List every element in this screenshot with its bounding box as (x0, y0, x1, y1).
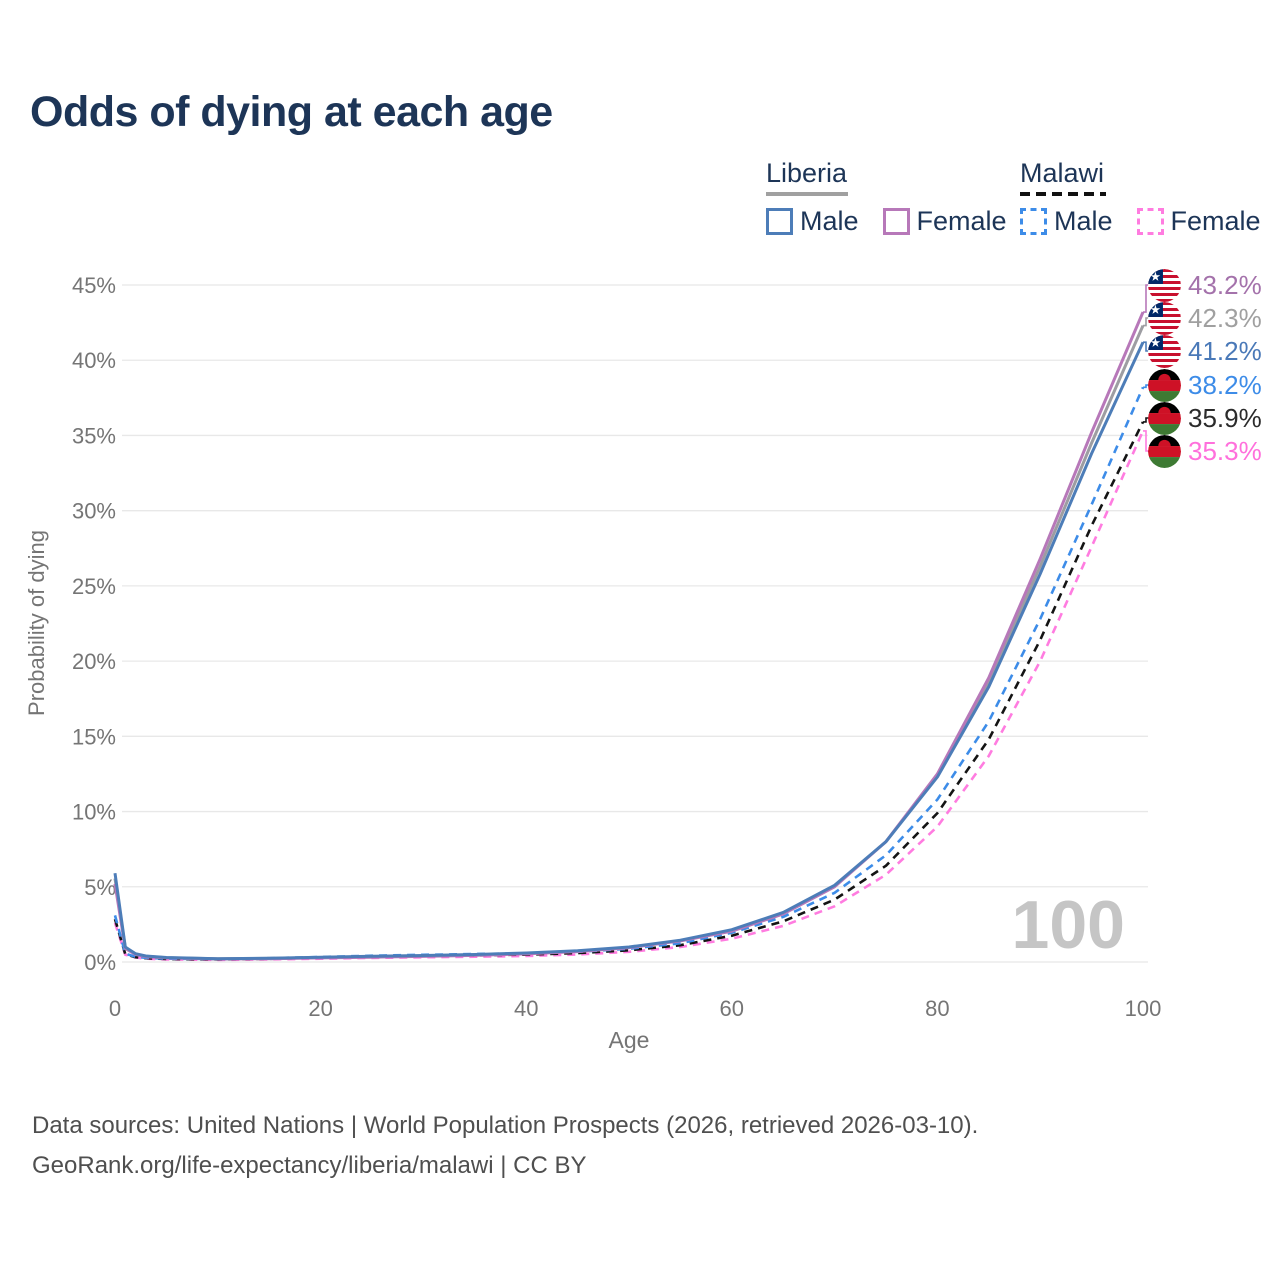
liberia-flag-icon (1148, 334, 1181, 368)
malawi-flag-icon (1148, 368, 1181, 402)
end-label-malawi-female: 35.3% (1148, 434, 1262, 468)
series-line-liberia-female (113, 311, 1145, 961)
malawi-flag-icon (1148, 434, 1181, 468)
malawi-flag-icon (1148, 401, 1181, 435)
liberia-female-swatch-icon (882, 208, 910, 235)
malawi-line-style-sample (1020, 192, 1106, 196)
liberia-flag-icon (1148, 268, 1181, 302)
end-label-malawi-male: 38.2% (1148, 368, 1262, 402)
legend-country-liberia: Liberia (766, 158, 848, 188)
y-axis-title: Probability of dying (24, 530, 49, 716)
series-line-malawi-both (113, 421, 1145, 961)
legend-group-malawi: Malawi Male Female (1020, 158, 1261, 237)
malawi-male-swatch-icon (1020, 208, 1047, 235)
y-tick-label: 30% (72, 499, 116, 524)
chart-title: Odds of dying at each age (30, 88, 553, 136)
liberia-male-swatch-icon (766, 208, 793, 235)
x-tick-label: 100 (1125, 996, 1162, 1021)
x-tick-label: 20 (308, 996, 332, 1021)
end-value-label: 35.9% (1188, 402, 1262, 433)
series-line-malawi-male (113, 386, 1145, 961)
liberia-flag-icon (1148, 301, 1181, 335)
end-label-liberia-male: 41.2% (1148, 334, 1262, 368)
end-value-label: 41.2% (1188, 335, 1262, 366)
footer-attribution: GeoRank.org/life-expectancy/liberia/mala… (32, 1152, 587, 1179)
legend-item-liberia-male[interactable]: Male (766, 206, 859, 237)
legend-label: Male (1054, 206, 1113, 236)
malawi-female-swatch-icon (1136, 208, 1164, 235)
end-value-label: 38.2% (1188, 369, 1262, 400)
footer-data-sources: Data sources: United Nations | World Pop… (32, 1112, 979, 1139)
end-value-label: 42.3% (1188, 302, 1262, 333)
x-tick-label: 80 (925, 996, 949, 1021)
end-value-label: 43.2% (1188, 269, 1262, 300)
end-label-liberia-both: 42.3% (1148, 301, 1262, 335)
end-value-label: 35.3% (1188, 435, 1262, 466)
malawi-flag-icon (1148, 401, 1181, 435)
legend-country-malawi: Malawi (1020, 158, 1105, 188)
y-tick-label: 20% (72, 649, 116, 674)
series-line-liberia-both (113, 324, 1145, 961)
series-line-liberia-male (113, 341, 1145, 961)
legend-label: Female (916, 206, 1007, 236)
footer: Data sources: United Nations | World Pop… (32, 1106, 978, 1186)
age-watermark: 100 (1012, 887, 1125, 963)
legend-item-liberia-female[interactable]: Female (882, 206, 1007, 237)
x-tick-label: 40 (514, 996, 538, 1021)
y-tick-label: 45% (72, 273, 116, 298)
y-tick-label: 0% (84, 950, 116, 975)
malawi-flag-icon (1148, 368, 1181, 402)
y-tick-label: 35% (72, 423, 116, 448)
x-axis-title: Age (609, 1027, 650, 1053)
legend-label: Female (1170, 206, 1261, 236)
liberia-line-style-sample (766, 192, 848, 196)
legend-item-malawi-male[interactable]: Male (1020, 206, 1113, 237)
end-label-liberia-female: 43.2% (1148, 268, 1262, 302)
end-label-malawi-both: 35.9% (1148, 401, 1262, 435)
y-tick-label: 15% (72, 724, 116, 749)
y-tick-label: 25% (72, 574, 116, 599)
malawi-flag-icon (1148, 434, 1181, 468)
liberia-flag-icon (1148, 334, 1181, 368)
y-tick-label: 5% (84, 875, 116, 900)
y-tick-label: 10% (72, 800, 116, 825)
x-tick-label: 60 (720, 996, 744, 1021)
legend-item-malawi-female[interactable]: Female (1136, 206, 1261, 237)
y-tick-label: 40% (72, 348, 116, 373)
x-tick-label: 0 (109, 996, 121, 1021)
legend-label: Male (800, 206, 859, 236)
legend-group-liberia: Liberia Male Female (766, 158, 1007, 237)
liberia-flag-icon (1148, 268, 1181, 302)
liberia-flag-icon (1148, 301, 1181, 335)
